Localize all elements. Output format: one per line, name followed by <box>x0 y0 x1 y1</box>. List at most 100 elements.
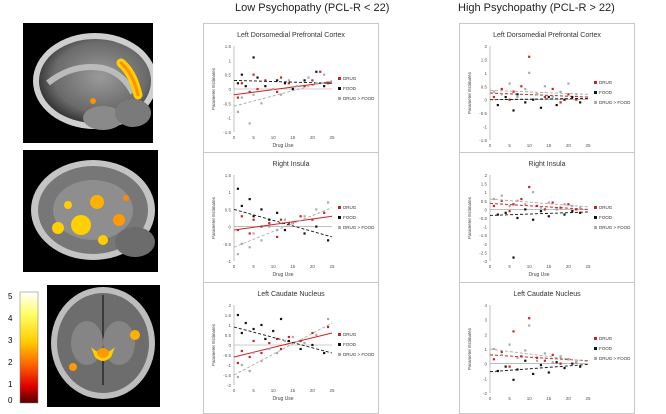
data-point <box>287 339 290 343</box>
x-tick-label: 5 <box>252 388 255 393</box>
x-tick-label: 20 <box>310 388 316 393</box>
high-psychopathy-header: High Psychopathy (PCL-R > 22) <box>458 2 615 14</box>
data-point <box>260 208 263 211</box>
y-axis-label: Parameter Estimates <box>467 71 472 114</box>
data-point <box>236 82 240 85</box>
data-point <box>323 73 326 76</box>
x-tick-label: 15 <box>290 388 296 393</box>
data-point <box>295 85 298 88</box>
legend-marker <box>594 91 597 94</box>
y-tick-label: 0.5 <box>225 73 232 78</box>
data-point <box>492 347 496 351</box>
y-tick-label: 1 <box>228 323 231 328</box>
data-point <box>524 203 527 206</box>
chart-panel-dmpfc-low: Left Dorsomedial Prefrontal Cortex -1.5 -1… <box>203 23 379 155</box>
legend-label: DRUG <box>599 336 613 341</box>
chart-panel-insula-low: Right Insula -1 -0.5 0 0.5 1 1.5 0 5 10 15 20 25 Para… <box>203 152 379 284</box>
data-point <box>579 365 582 368</box>
data-point <box>240 96 243 99</box>
data-point <box>319 70 322 73</box>
data-point <box>252 218 255 221</box>
data-point <box>303 232 306 235</box>
chart-insula-low: Right Insula -1 -0.5 0 0.5 1 1.5 0 5 10 15 20 25 Para… <box>211 161 375 278</box>
data-point <box>563 203 566 206</box>
data-point <box>323 85 326 88</box>
legend-label: DRUG > FOOD <box>599 100 631 105</box>
legend-marker <box>594 216 597 219</box>
brain-coronal-image <box>47 285 160 407</box>
legend-label: DRUG > FOOD <box>343 352 375 357</box>
data-point <box>496 213 499 216</box>
data-point <box>299 347 302 351</box>
data-point <box>535 93 539 96</box>
y-tick-label: 0 <box>484 207 487 212</box>
y-tick-label: 2 <box>484 332 487 337</box>
data-point <box>236 361 240 365</box>
data-point <box>571 362 574 365</box>
legend-marker <box>338 343 341 346</box>
data-point <box>575 208 578 211</box>
colorbar-tick-1: 1 <box>8 380 13 389</box>
data-point <box>287 79 290 82</box>
data-point <box>551 201 554 204</box>
legend-marker <box>594 357 597 360</box>
trend-line <box>233 326 333 354</box>
data-point <box>252 339 255 343</box>
colorbar-tick-3: 3 <box>8 336 13 345</box>
x-tick-label: 20 <box>310 135 316 140</box>
data-point <box>532 218 535 221</box>
data-point <box>276 79 279 82</box>
y-tick-label: -0.5 <box>223 242 231 247</box>
y-axis-label: Parameter Estimates <box>211 323 216 366</box>
data-point <box>248 369 251 373</box>
data-point <box>236 187 240 190</box>
data-point <box>252 351 255 355</box>
colorbar-tick-2: 2 <box>8 358 13 367</box>
legend-label: DRUG > FOOD <box>599 356 631 361</box>
y-tick-label: 1 <box>228 58 231 63</box>
data-point <box>524 349 527 352</box>
data-point <box>559 355 562 358</box>
y-tick-label: 1 <box>484 71 487 76</box>
trend-line <box>489 354 589 362</box>
data-point <box>539 206 543 209</box>
y-tick-label: -0.5 <box>479 216 487 221</box>
data-point <box>500 93 503 96</box>
x-tick-label: 15 <box>546 264 552 269</box>
data-point <box>279 93 283 96</box>
x-axis-label: Drug Use <box>272 272 293 278</box>
data-point <box>524 101 527 104</box>
x-tick-label: 0 <box>233 264 236 269</box>
data-point <box>500 194 503 197</box>
data-point <box>315 333 318 337</box>
data-point <box>240 242 243 245</box>
data-point <box>504 365 507 368</box>
trend-line <box>489 202 589 210</box>
data-point <box>555 208 558 211</box>
data-point <box>512 203 515 206</box>
y-tick-label: 1 <box>484 190 487 195</box>
data-point <box>512 330 515 333</box>
data-point <box>240 82 243 85</box>
data-point <box>543 85 546 88</box>
x-tick-label: 15 <box>290 135 296 140</box>
trend-line <box>489 198 589 208</box>
data-point <box>563 213 566 216</box>
data-point <box>279 317 283 321</box>
data-point <box>323 351 326 355</box>
x-tick-label: 25 <box>329 388 335 393</box>
chart-panel-insula-high: Right Insula -3 -2.5 -2 -1.5 -1 -0.5 0 0.5 1 1.5 2 0… <box>459 152 635 284</box>
y-tick-label: -0.5 <box>223 353 231 358</box>
chart-panel-caudate-high: Left Caudate Nucleus -2 -1 0 1 2 3 4 0 5 10 15 20 25 P… <box>459 282 635 414</box>
chart-title: Left Caudate Nucleus <box>513 291 581 298</box>
y-tick-label: -1 <box>227 116 231 121</box>
data-point <box>240 349 243 353</box>
data-point <box>248 197 251 201</box>
data-point <box>500 199 503 202</box>
x-tick-label: 25 <box>329 264 335 269</box>
data-point <box>508 210 511 213</box>
x-tick-label: 20 <box>566 396 572 401</box>
data-point <box>508 98 511 101</box>
low-psychopathy-header: Low Psychopathy (PCL-R < 22) <box>235 2 390 14</box>
y-tick-label: 2 <box>484 173 487 178</box>
